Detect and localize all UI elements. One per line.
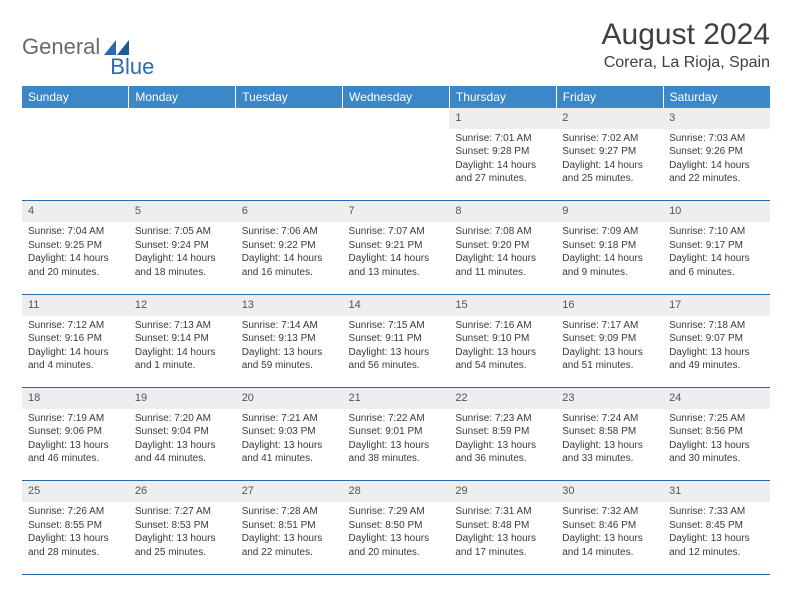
day-detail-cell: Sunrise: 7:21 AMSunset: 9:03 PMDaylight:… [236, 409, 343, 481]
day-detail-row: Sunrise: 7:26 AMSunset: 8:55 PMDaylight:… [22, 502, 770, 574]
location-label: Corera, La Rioja, Spain [602, 54, 770, 72]
day-number-cell: 21 [343, 388, 450, 409]
day-detail-cell [129, 129, 236, 201]
day-detail-cell: Sunrise: 7:13 AMSunset: 9:14 PMDaylight:… [129, 316, 236, 388]
day-number-row: 18192021222324 [22, 388, 770, 409]
day-number-cell: 29 [449, 481, 556, 502]
day-number-cell: 28 [343, 481, 450, 502]
day-detail-cell: Sunrise: 7:05 AMSunset: 9:24 PMDaylight:… [129, 222, 236, 294]
day-number-cell: 25 [22, 481, 129, 502]
day-number-cell [236, 108, 343, 129]
day-number-cell: 31 [663, 481, 770, 502]
day-detail-cell: Sunrise: 7:16 AMSunset: 9:10 PMDaylight:… [449, 316, 556, 388]
day-number-cell: 24 [663, 388, 770, 409]
day-number-cell: 11 [22, 294, 129, 315]
day-number-cell: 26 [129, 481, 236, 502]
day-detail-cell: Sunrise: 7:02 AMSunset: 9:27 PMDaylight:… [556, 129, 663, 201]
day-detail-cell: Sunrise: 7:26 AMSunset: 8:55 PMDaylight:… [22, 502, 129, 574]
day-number-cell: 13 [236, 294, 343, 315]
day-number-cell: 22 [449, 388, 556, 409]
day-detail-cell: Sunrise: 7:25 AMSunset: 8:56 PMDaylight:… [663, 409, 770, 481]
day-detail-cell: Sunrise: 7:18 AMSunset: 9:07 PMDaylight:… [663, 316, 770, 388]
month-title: August 2024 [602, 18, 770, 52]
day-detail-cell [22, 129, 129, 201]
day-detail-cell: Sunrise: 7:28 AMSunset: 8:51 PMDaylight:… [236, 502, 343, 574]
calendar-table: Sunday Monday Tuesday Wednesday Thursday… [22, 86, 770, 575]
day-detail-cell: Sunrise: 7:22 AMSunset: 9:01 PMDaylight:… [343, 409, 450, 481]
day-detail-cell [236, 129, 343, 201]
day-detail-cell: Sunrise: 7:29 AMSunset: 8:50 PMDaylight:… [343, 502, 450, 574]
day-detail-cell: Sunrise: 7:01 AMSunset: 9:28 PMDaylight:… [449, 129, 556, 201]
weekday-header: Monday [129, 86, 236, 108]
day-number-cell: 7 [343, 201, 450, 222]
day-number-cell: 6 [236, 201, 343, 222]
weekday-header: Sunday [22, 86, 129, 108]
day-number-cell: 23 [556, 388, 663, 409]
day-detail-cell: Sunrise: 7:33 AMSunset: 8:45 PMDaylight:… [663, 502, 770, 574]
day-detail-cell: Sunrise: 7:08 AMSunset: 9:20 PMDaylight:… [449, 222, 556, 294]
day-number-cell: 15 [449, 294, 556, 315]
day-number-cell: 16 [556, 294, 663, 315]
day-detail-cell: Sunrise: 7:15 AMSunset: 9:11 PMDaylight:… [343, 316, 450, 388]
weekday-header: Thursday [449, 86, 556, 108]
day-detail-cell: Sunrise: 7:23 AMSunset: 8:59 PMDaylight:… [449, 409, 556, 481]
day-number-cell: 19 [129, 388, 236, 409]
day-number-cell: 5 [129, 201, 236, 222]
day-detail-cell: Sunrise: 7:04 AMSunset: 9:25 PMDaylight:… [22, 222, 129, 294]
weekday-header: Wednesday [343, 86, 450, 108]
day-number-cell: 27 [236, 481, 343, 502]
day-number-cell: 20 [236, 388, 343, 409]
day-detail-cell: Sunrise: 7:06 AMSunset: 9:22 PMDaylight:… [236, 222, 343, 294]
weekday-header-row: Sunday Monday Tuesday Wednesday Thursday… [22, 86, 770, 108]
day-detail-cell: Sunrise: 7:32 AMSunset: 8:46 PMDaylight:… [556, 502, 663, 574]
weekday-header: Friday [556, 86, 663, 108]
day-number-cell: 18 [22, 388, 129, 409]
day-number-cell: 1 [449, 108, 556, 129]
weekday-header: Tuesday [236, 86, 343, 108]
day-number-cell: 10 [663, 201, 770, 222]
day-detail-cell: Sunrise: 7:19 AMSunset: 9:06 PMDaylight:… [22, 409, 129, 481]
day-number-cell: 2 [556, 108, 663, 129]
day-detail-row: Sunrise: 7:12 AMSunset: 9:16 PMDaylight:… [22, 316, 770, 388]
day-number-cell: 8 [449, 201, 556, 222]
day-number-cell: 4 [22, 201, 129, 222]
day-detail-cell: Sunrise: 7:10 AMSunset: 9:17 PMDaylight:… [663, 222, 770, 294]
day-number-row: 123 [22, 108, 770, 129]
day-number-cell [129, 108, 236, 129]
day-number-row: 25262728293031 [22, 481, 770, 502]
day-detail-cell: Sunrise: 7:12 AMSunset: 9:16 PMDaylight:… [22, 316, 129, 388]
day-number-cell: 9 [556, 201, 663, 222]
day-detail-cell: Sunrise: 7:27 AMSunset: 8:53 PMDaylight:… [129, 502, 236, 574]
day-detail-cell: Sunrise: 7:14 AMSunset: 9:13 PMDaylight:… [236, 316, 343, 388]
logo: General Blue [22, 18, 154, 70]
day-number-cell: 17 [663, 294, 770, 315]
day-detail-cell: Sunrise: 7:31 AMSunset: 8:48 PMDaylight:… [449, 502, 556, 574]
day-detail-cell [343, 129, 450, 201]
page-header: General Blue August 2024 Corera, La Rioj… [22, 18, 770, 72]
day-number-cell: 3 [663, 108, 770, 129]
day-number-cell: 12 [129, 294, 236, 315]
day-number-cell: 14 [343, 294, 450, 315]
day-number-cell [22, 108, 129, 129]
day-detail-cell: Sunrise: 7:17 AMSunset: 9:09 PMDaylight:… [556, 316, 663, 388]
day-number-cell: 30 [556, 481, 663, 502]
day-detail-row: Sunrise: 7:19 AMSunset: 9:06 PMDaylight:… [22, 409, 770, 481]
day-number-row: 45678910 [22, 201, 770, 222]
title-block: August 2024 Corera, La Rioja, Spain [602, 18, 770, 72]
day-number-cell [343, 108, 450, 129]
weekday-header: Saturday [663, 86, 770, 108]
logo-text-general: General [22, 34, 100, 60]
day-detail-cell: Sunrise: 7:03 AMSunset: 9:26 PMDaylight:… [663, 129, 770, 201]
day-detail-cell: Sunrise: 7:24 AMSunset: 8:58 PMDaylight:… [556, 409, 663, 481]
logo-text-blue: Blue [110, 54, 154, 80]
day-number-row: 11121314151617 [22, 294, 770, 315]
day-detail-cell: Sunrise: 7:09 AMSunset: 9:18 PMDaylight:… [556, 222, 663, 294]
day-detail-row: Sunrise: 7:01 AMSunset: 9:28 PMDaylight:… [22, 129, 770, 201]
day-detail-row: Sunrise: 7:04 AMSunset: 9:25 PMDaylight:… [22, 222, 770, 294]
day-detail-cell: Sunrise: 7:07 AMSunset: 9:21 PMDaylight:… [343, 222, 450, 294]
day-detail-cell: Sunrise: 7:20 AMSunset: 9:04 PMDaylight:… [129, 409, 236, 481]
